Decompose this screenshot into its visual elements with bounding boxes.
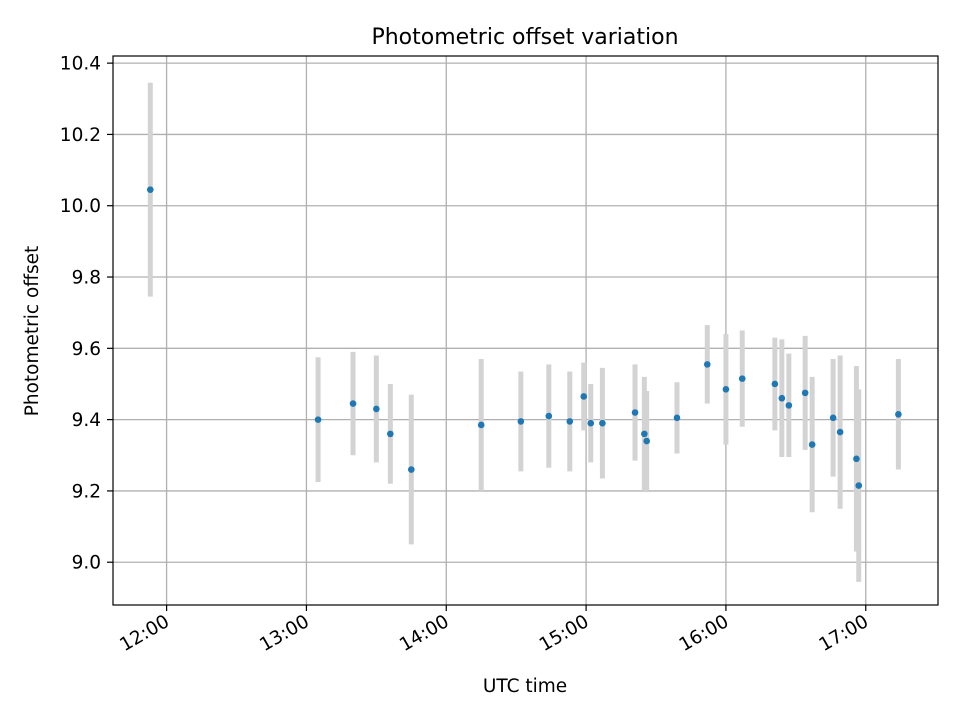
data-point bbox=[580, 393, 588, 400]
data-point bbox=[895, 410, 902, 418]
data-point bbox=[349, 400, 357, 407]
x-axis-label: UTC time bbox=[483, 676, 567, 697]
data-point bbox=[703, 361, 711, 368]
grid bbox=[113, 56, 938, 605]
y-tick-label: 9.0 bbox=[72, 553, 101, 574]
y-axis-ticks: 9.0 9.2 9.4 9.6 9.8 10.0 10.2 10.4 bbox=[60, 54, 113, 574]
data-point bbox=[587, 419, 595, 427]
data-point bbox=[722, 386, 730, 393]
data-point bbox=[643, 437, 650, 445]
data-point bbox=[314, 416, 322, 423]
data-point bbox=[673, 414, 681, 422]
data-point bbox=[738, 375, 746, 382]
data-point bbox=[853, 455, 860, 463]
data-point bbox=[808, 441, 816, 448]
y-tick-label: 9.2 bbox=[72, 481, 101, 502]
data-point bbox=[545, 412, 553, 420]
y-tick-label: 10.2 bbox=[60, 125, 101, 146]
y-tick-label: 10.4 bbox=[60, 54, 101, 75]
data-point bbox=[517, 418, 525, 425]
data-point bbox=[408, 466, 415, 473]
plot-frame bbox=[112, 55, 939, 606]
chart-title: Photometric offset variation bbox=[371, 25, 678, 50]
y-tick-label: 9.4 bbox=[72, 410, 101, 431]
y-tick-label: 9.8 bbox=[72, 268, 101, 289]
data-point bbox=[373, 405, 380, 413]
data-point bbox=[785, 402, 793, 409]
data-points bbox=[146, 186, 902, 489]
data-point bbox=[836, 428, 844, 436]
data-point bbox=[477, 421, 485, 429]
data-point bbox=[855, 482, 863, 489]
data-point bbox=[387, 430, 394, 438]
data-point bbox=[641, 430, 648, 438]
data-point bbox=[829, 414, 837, 422]
data-point bbox=[801, 389, 809, 397]
data-point bbox=[599, 419, 606, 427]
y-tick-label: 9.6 bbox=[72, 339, 101, 360]
data-point bbox=[566, 418, 574, 425]
y-axis-label: Photometric offset bbox=[22, 246, 43, 417]
data-point bbox=[146, 186, 154, 193]
data-point bbox=[771, 380, 779, 388]
y-tick-label: 10.0 bbox=[60, 196, 101, 217]
data-point bbox=[631, 409, 639, 416]
data-point bbox=[778, 394, 786, 402]
